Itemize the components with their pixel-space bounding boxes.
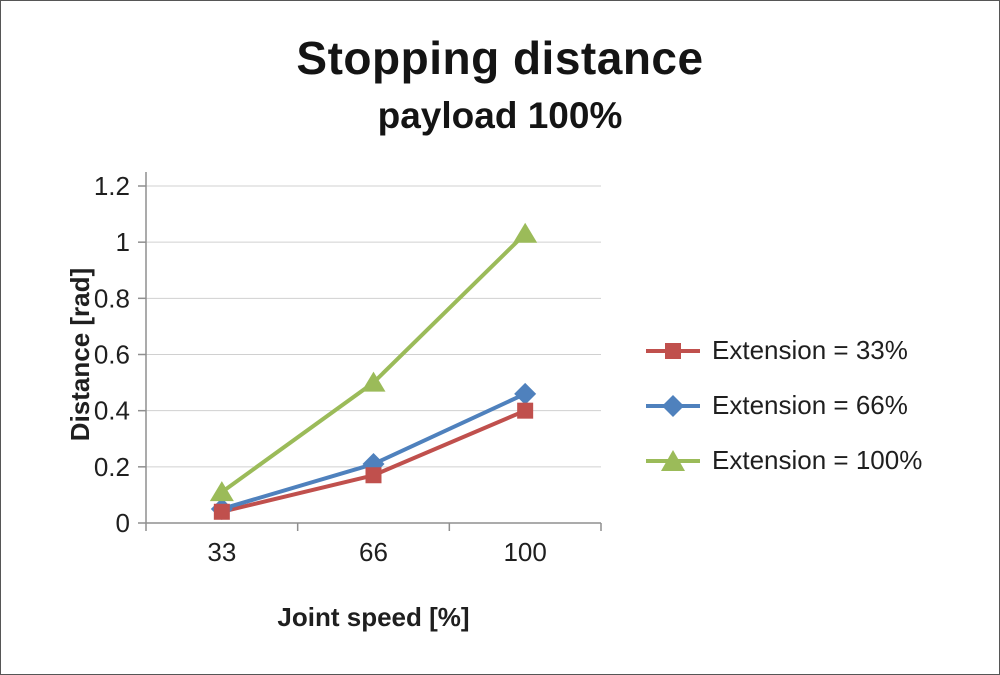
y-tick-label: 0.2 (94, 452, 130, 482)
x-axis-title: Joint speed [%] (277, 602, 469, 632)
legend: Extension = 33% Extension = 66% Extension … (646, 335, 922, 476)
y-tick-label: 0.6 (94, 340, 130, 370)
series-marker-extension-33 (365, 467, 382, 484)
diamond-marker-icon (646, 394, 700, 417)
legend-label: Extension = 66% (712, 390, 908, 420)
y-tick-label: 0 (116, 508, 130, 538)
x-tick-label: 100 (503, 537, 546, 567)
legend-item-extension-33: Extension = 33% (646, 335, 922, 366)
series-marker-extension-100 (361, 371, 386, 392)
series-marker-extension-100 (513, 222, 538, 243)
y-tick-label: 1 (116, 227, 130, 257)
y-tick-label: 0.8 (94, 283, 130, 313)
legend-item-extension-66: Extension = 66% (646, 390, 922, 421)
x-tick-label: 66 (359, 537, 388, 567)
legend-label: Extension = 100% (712, 445, 923, 475)
series-marker-extension-33 (213, 503, 230, 520)
series-marker-extension-33 (517, 402, 534, 419)
series-marker-extension-66 (514, 382, 537, 405)
square-marker-icon (646, 342, 700, 359)
legend-label: Extension = 33% (712, 335, 908, 365)
y-tick-label: 1.2 (94, 171, 130, 201)
series-marker-extension-100 (209, 481, 234, 502)
y-axis-title: Distance [rad] (65, 268, 95, 441)
x-tick-label: 33 (207, 537, 236, 567)
legend-item-extension-100: Extension = 100% (646, 445, 922, 476)
triangle-marker-icon (646, 449, 700, 471)
chart-title: Stopping distance (296, 32, 704, 84)
y-tick-label: 0.4 (94, 396, 130, 426)
chart-subtitle: payload 100% (377, 95, 623, 136)
